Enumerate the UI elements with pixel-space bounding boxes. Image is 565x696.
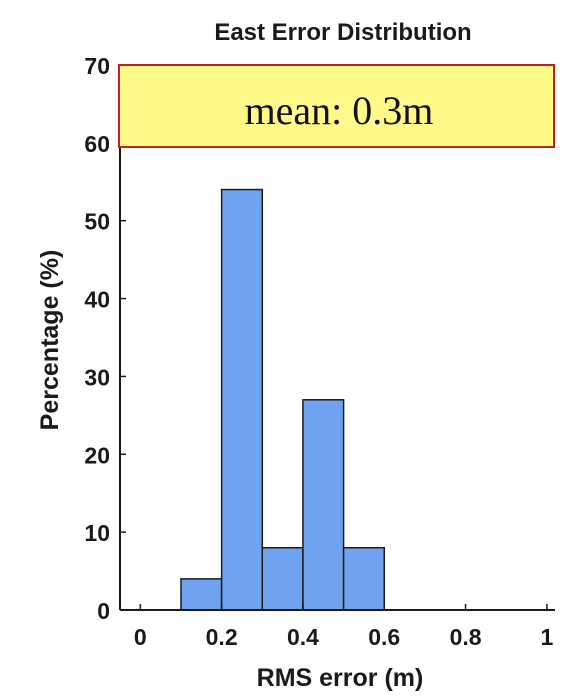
y-tick-label: 0 [97,598,110,624]
mean-annotation: mean: 0.3m [119,65,554,147]
y-tick-label: 10 [84,520,110,546]
y-tick-label: 60 [84,131,110,157]
histogram-bar-2 [262,548,303,610]
y-tick-label: 20 [84,442,110,468]
x-axis-label: RMS error (m) [257,664,424,692]
x-tick-label: 0.2 [206,624,238,650]
chart-title: East Error Distribution [214,19,471,46]
histogram-bar-3 [303,400,344,610]
y-tick-label: 30 [84,364,110,390]
x-tick-label: 0.8 [450,624,482,650]
y-axis-label: Percentage (%) [36,250,64,431]
y-tick-label: 40 [84,287,110,313]
x-tick-label: 0.4 [287,624,319,650]
y-tick-label: 50 [84,209,110,235]
x-tick-label: 1 [540,624,553,650]
histogram-bar-0 [181,579,222,610]
histogram-bar-1 [222,190,263,610]
x-tick-label: 0.6 [368,624,400,650]
y-tick-label: 70 [84,53,110,79]
x-tick-label: 0 [134,624,147,650]
mean-annotation-text: mean: 0.3m [245,88,434,133]
histogram-bar-4 [344,548,385,610]
